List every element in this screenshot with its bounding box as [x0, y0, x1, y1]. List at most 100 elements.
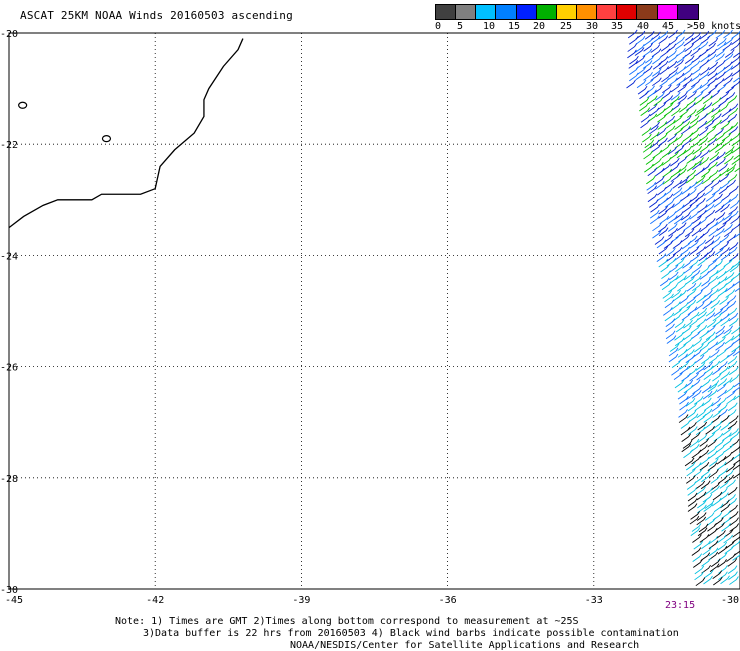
wind-barb: [658, 60, 669, 70]
wind-barb: [713, 198, 724, 208]
legend-label: 10: [483, 21, 496, 32]
wind-barb: [714, 128, 724, 137]
wind-barb: [664, 293, 674, 303]
wind-barb: [711, 173, 722, 183]
wind-barb: [659, 215, 670, 225]
wind-barb: [700, 480, 711, 490]
wind-barb: [668, 271, 679, 281]
wind-barb: [654, 167, 665, 177]
wind-barb: [714, 329, 725, 339]
wind-barb: [673, 133, 684, 143]
wind-barb: [696, 246, 706, 255]
wind-barb: [675, 263, 685, 273]
wind-barb: [650, 35, 661, 45]
wind-barb: [728, 312, 739, 322]
wind-barb: [711, 397, 721, 407]
wind-barb: [701, 169, 711, 178]
wind-barb: [685, 349, 695, 358]
wind-barb: [715, 53, 725, 62]
wind-barb: [723, 528, 734, 538]
wind-barb: [716, 383, 727, 393]
wind-barb: [682, 199, 692, 209]
wind-barb: [682, 204, 693, 213]
wind-barb: [696, 318, 707, 328]
wind-barb: [723, 53, 734, 62]
wind-barb: [710, 349, 720, 358]
wind-barb: [707, 72, 718, 82]
wind-barb: [710, 236, 721, 245]
wind-barb: [640, 107, 651, 116]
wind-barb: [691, 330, 701, 340]
wind-barb: [713, 193, 723, 203]
wind-barb: [682, 325, 692, 335]
wind-barb: [688, 120, 699, 130]
wind-barb: [686, 481, 697, 490]
wind-barb: [674, 72, 685, 82]
wind-barb: [669, 275, 679, 284]
wind-barb: [684, 55, 695, 65]
wind-barb: [731, 68, 740, 77]
wind-barb: [717, 475, 728, 484]
wind-barb: [733, 394, 740, 401]
wind-barb: [665, 330, 676, 340]
wind-barb: [709, 458, 719, 467]
wind-barb: [727, 486, 738, 496]
wind-barb: [629, 35, 639, 45]
wind-barb: [692, 282, 702, 292]
wind-barb: [672, 240, 683, 249]
wind-barb: [699, 223, 709, 233]
wind-barb: [705, 307, 716, 317]
wind-barb: [712, 253, 723, 263]
wind-barb: [652, 229, 662, 239]
wind-barb: [694, 180, 704, 189]
wind-barb: [719, 415, 730, 424]
wind-barb: [674, 204, 685, 214]
wind-barb: [696, 104, 707, 113]
legend-color-bar: [435, 4, 699, 20]
wind-barb: [726, 389, 736, 399]
wind-barb: [666, 257, 677, 267]
wind-barb: [652, 77, 662, 87]
wind-barb: [724, 545, 735, 555]
wind-barb: [701, 336, 711, 345]
wind-barb: [713, 576, 723, 586]
wind-barb: [691, 138, 702, 148]
island-outline: [101, 135, 112, 143]
wind-barb: [657, 186, 667, 196]
wind-barb: [685, 397, 696, 407]
wind-barb: [708, 275, 718, 285]
wind-barb: [726, 163, 737, 173]
wind-barb: [703, 575, 713, 585]
wind-barb: [684, 228, 695, 238]
wind-barb: [681, 443, 692, 453]
wind-barb: [683, 132, 694, 142]
wind-barb: [635, 44, 645, 53]
wind-barb: [694, 571, 704, 581]
wind-barb: [713, 503, 724, 513]
wind-barb: [676, 222, 687, 231]
wind-barb: [694, 354, 705, 364]
wind-barb: [728, 126, 739, 135]
wind-barb: [710, 481, 721, 491]
wind-barb: [718, 103, 729, 113]
wind-barb: [676, 48, 686, 57]
wind-barb: [694, 157, 704, 166]
time-label: 23:15: [665, 600, 696, 611]
wind-barb: [674, 332, 684, 341]
wind-barb: [707, 522, 717, 532]
wind-barb: [697, 186, 707, 195]
wind-barb: [728, 511, 739, 520]
wind-barb: [723, 534, 733, 544]
wind-barb: [723, 211, 733, 221]
wind-barb: [696, 371, 706, 381]
wind-barb: [694, 474, 705, 484]
wind-barb: [700, 35, 711, 45]
wind-barb: [719, 173, 730, 183]
wind-barb: [697, 257, 708, 267]
axis-labels: -45 -42 -39 -36 -33 -30 -20 -22 -24 -26 -28 -30: [0, 29, 739, 606]
wind-barb: [697, 527, 708, 537]
wind-barb: [681, 373, 691, 382]
wind-barb: [704, 120, 715, 129]
wind-barb: [683, 319, 693, 329]
